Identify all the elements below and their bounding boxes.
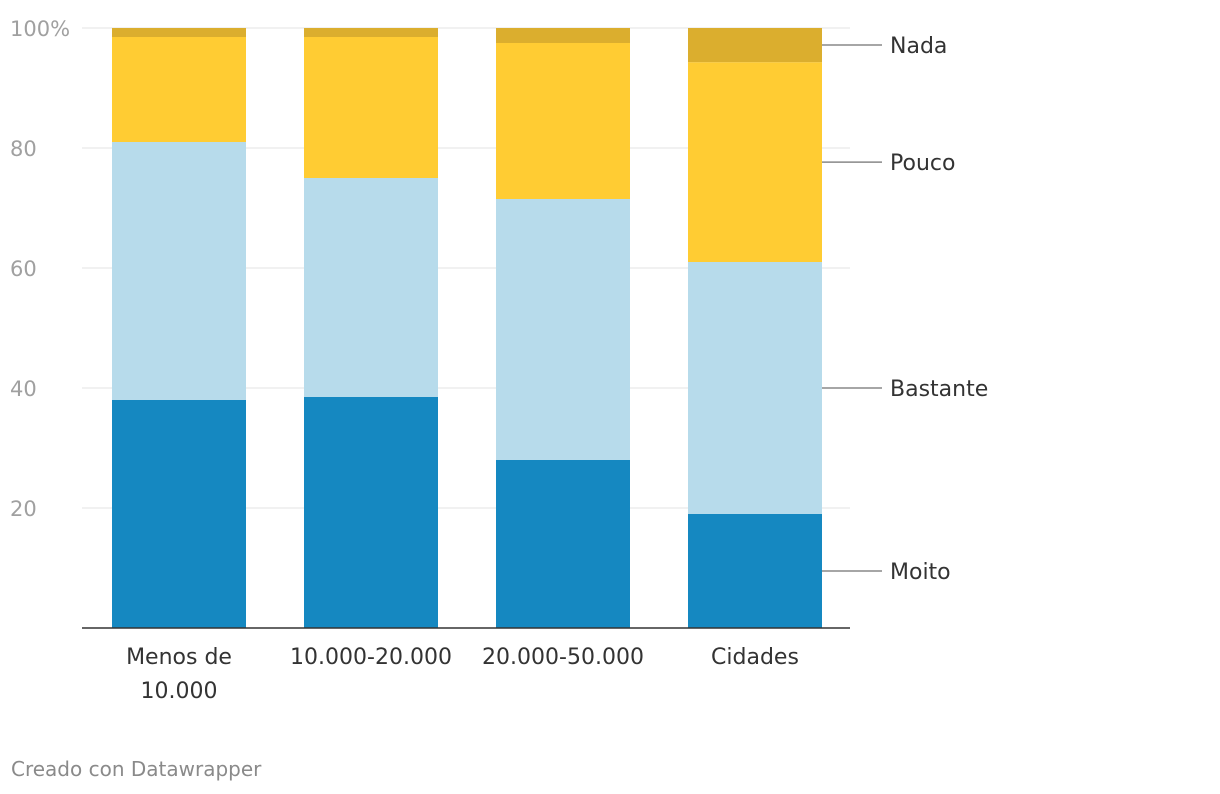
legend-label-moito: Moito xyxy=(890,560,951,585)
category-label: 10.000 xyxy=(141,679,218,704)
y-tick-label: 100% xyxy=(10,17,70,41)
bar-segment-pouco xyxy=(304,37,438,178)
bar-segment-nada xyxy=(304,28,438,37)
category-label: Menos de xyxy=(126,645,232,670)
bar-segment-nada xyxy=(688,28,822,63)
bar-segment-bastante xyxy=(688,262,822,514)
legend-label-bastante: Bastante xyxy=(890,377,988,402)
bar-segment-moito xyxy=(304,397,438,628)
bar-segment-nada xyxy=(496,28,630,43)
y-tick-label: 60 xyxy=(10,257,37,281)
bar-segment-bastante xyxy=(496,199,630,460)
bar-segment-moito xyxy=(112,400,246,628)
bar-segment-bastante xyxy=(304,178,438,397)
category-label: 10.000-20.000 xyxy=(290,645,452,670)
y-tick-label: 40 xyxy=(10,377,37,401)
bars xyxy=(112,28,822,628)
credit-footer: Creado con Datawrapper xyxy=(11,757,262,781)
bar-segment-pouco xyxy=(688,62,822,263)
bar-segment-bastante xyxy=(112,142,246,400)
legend-label-nada: Nada xyxy=(890,34,947,59)
y-tick-label: 80 xyxy=(10,137,37,161)
bar-segment-moito xyxy=(496,460,630,628)
y-axis-ticks: 20 40 60 80 100% xyxy=(10,17,70,521)
category-label: 20.000-50.000 xyxy=(482,645,644,670)
category-label: Cidades xyxy=(711,645,799,670)
legend: Moito Bastante Pouco Nada xyxy=(822,34,988,585)
bar-segment-pouco xyxy=(112,37,246,142)
bar-segment-nada xyxy=(112,28,246,37)
y-tick-label: 20 xyxy=(10,497,37,521)
legend-label-pouco: Pouco xyxy=(890,151,955,176)
category-labels: Menos de 10.000 10.000-20.000 20.000-50.000… xyxy=(126,645,799,704)
bar-segment-moito xyxy=(688,514,822,628)
bar-segment-pouco xyxy=(496,43,630,199)
